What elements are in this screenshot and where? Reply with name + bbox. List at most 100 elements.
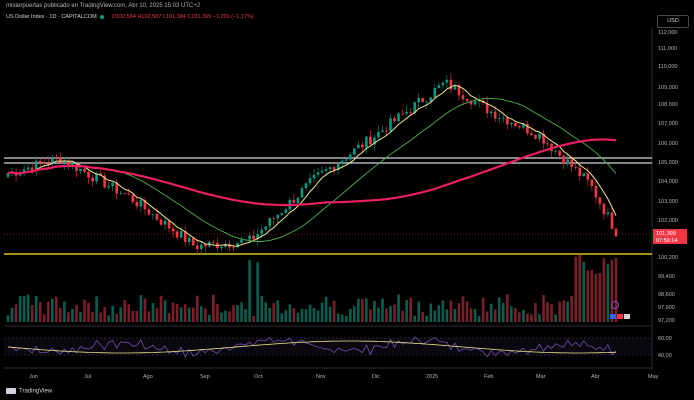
candle-body xyxy=(377,131,380,138)
volume-bar xyxy=(95,296,98,322)
candle-body xyxy=(357,144,360,149)
candle-body xyxy=(26,167,30,170)
candle-body xyxy=(365,136,368,148)
volume-bar xyxy=(256,262,259,322)
volume-bar xyxy=(340,314,344,322)
volume-bar xyxy=(433,310,437,322)
volume-bar xyxy=(530,314,533,322)
volume-bar xyxy=(288,304,292,322)
volume-bar xyxy=(582,261,586,322)
volume-bar xyxy=(429,303,433,322)
candle-body xyxy=(542,133,545,144)
candle-body xyxy=(232,247,235,249)
volume-bar xyxy=(42,314,46,322)
volume-bar xyxy=(373,300,376,322)
candle-body xyxy=(300,188,304,198)
earnings-flag-icon[interactable] xyxy=(610,314,616,319)
volume-bar xyxy=(199,306,203,322)
rsi-line xyxy=(7,336,617,358)
volume-bar xyxy=(55,296,58,322)
volume-bar xyxy=(336,313,340,322)
volume-bar xyxy=(401,310,404,322)
currency-button[interactable]: USD xyxy=(657,15,689,28)
volume-bar xyxy=(425,315,429,322)
volume-bar xyxy=(489,303,493,322)
volume-bar xyxy=(606,264,610,322)
candle-body xyxy=(586,173,590,180)
ohlc-values: O102,564 H102,587 L101,384 C101,399 −1,2… xyxy=(111,14,254,20)
x-tick-label: Feb xyxy=(484,374,493,380)
publisher-line: misterpuertas publicado en TradingView.c… xyxy=(6,3,201,9)
candle-body xyxy=(63,160,66,163)
candle-body xyxy=(344,159,348,161)
candle-body xyxy=(296,197,300,203)
volume-bar xyxy=(324,296,328,322)
volume-bar xyxy=(510,306,513,322)
volume-bar xyxy=(501,302,505,322)
volume-bar xyxy=(272,302,276,322)
volume-bar xyxy=(361,299,364,322)
volume-bar xyxy=(30,305,34,322)
candle-body xyxy=(489,111,493,114)
candle-body xyxy=(397,113,400,122)
x-tick-label: Abr xyxy=(591,374,600,380)
candle-body xyxy=(38,160,42,163)
volume-bar xyxy=(79,311,82,322)
volume-bar xyxy=(437,305,441,322)
candle-body xyxy=(558,150,561,156)
volume-bar xyxy=(103,307,106,322)
volume-bar xyxy=(107,315,110,322)
candle-body xyxy=(220,246,223,249)
tradingview-logo-icon xyxy=(6,388,16,394)
volume-bar xyxy=(562,300,565,322)
candle-body xyxy=(95,173,98,182)
candle-body xyxy=(50,157,54,164)
candle-body xyxy=(566,159,569,165)
event-marker-icon[interactable] xyxy=(611,301,619,309)
candle-body xyxy=(453,85,457,90)
volume-bar xyxy=(131,310,135,322)
volume-bar xyxy=(187,307,191,322)
candle-body xyxy=(103,175,106,188)
candle-body xyxy=(457,85,461,96)
logo-text: TradingView xyxy=(19,388,53,395)
candle-body xyxy=(252,235,255,240)
volume-bar xyxy=(183,304,187,322)
volume-bar xyxy=(143,298,147,322)
volume-bar xyxy=(159,295,163,322)
volume-bar xyxy=(155,308,159,322)
candle-body xyxy=(6,173,10,177)
candle-body xyxy=(336,163,340,171)
candle-body xyxy=(393,118,396,122)
volume-bar xyxy=(409,297,412,322)
candle-body xyxy=(191,237,195,246)
candle-body xyxy=(614,228,618,237)
volume-bar xyxy=(260,295,263,322)
split-flag-icon[interactable] xyxy=(624,314,630,319)
volume-bar xyxy=(203,308,207,322)
y-tick-label: 104,000 xyxy=(658,179,678,185)
candle-body xyxy=(510,123,513,125)
candle-body xyxy=(610,212,614,229)
candle-body xyxy=(111,182,114,187)
volume-bar xyxy=(167,313,171,322)
volume-bar xyxy=(252,315,255,322)
volume-bar xyxy=(461,296,465,322)
volume-bar xyxy=(228,311,231,322)
volume-bar xyxy=(14,304,18,322)
candle-body xyxy=(409,111,412,113)
rsi-ma-line xyxy=(7,340,617,354)
volume-bar xyxy=(83,299,86,322)
candle-body xyxy=(445,79,449,83)
rsi-tick-label: 40,00 xyxy=(658,353,672,359)
candle-body xyxy=(497,117,501,119)
candle-body xyxy=(163,220,167,225)
volume-bar xyxy=(71,309,74,322)
candle-body xyxy=(505,117,509,125)
dividend-flag-icon[interactable] xyxy=(617,314,623,319)
candle-body xyxy=(67,160,70,166)
candle-body xyxy=(292,199,296,203)
candle-body xyxy=(578,167,582,177)
